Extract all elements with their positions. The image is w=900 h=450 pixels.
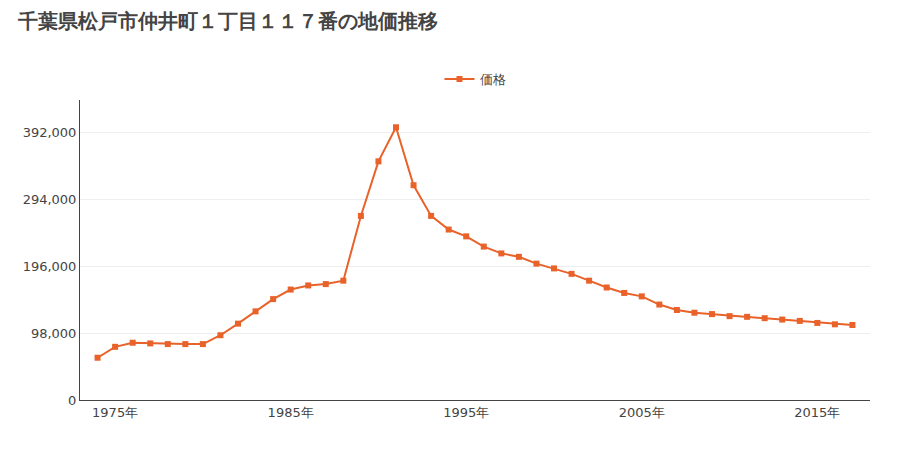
svg-text:価格: 価格 bbox=[480, 72, 506, 87]
svg-text:1975年: 1975年 bbox=[92, 405, 138, 420]
svg-text:1985年: 1985年 bbox=[268, 405, 314, 420]
svg-text:392,000: 392,000 bbox=[23, 125, 77, 140]
svg-text:0: 0 bbox=[68, 393, 76, 408]
svg-text:196,000: 196,000 bbox=[23, 259, 77, 274]
svg-text:2005年: 2005年 bbox=[619, 405, 665, 420]
svg-text:98,000: 98,000 bbox=[31, 326, 77, 341]
svg-text:1995年: 1995年 bbox=[443, 405, 489, 420]
svg-text:千葉県松戸市仲井町１丁目１１７番の地価推移: 千葉県松戸市仲井町１丁目１１７番の地価推移 bbox=[17, 9, 438, 33]
svg-text:294,000: 294,000 bbox=[23, 192, 77, 207]
svg-text:2015年: 2015年 bbox=[794, 405, 840, 420]
